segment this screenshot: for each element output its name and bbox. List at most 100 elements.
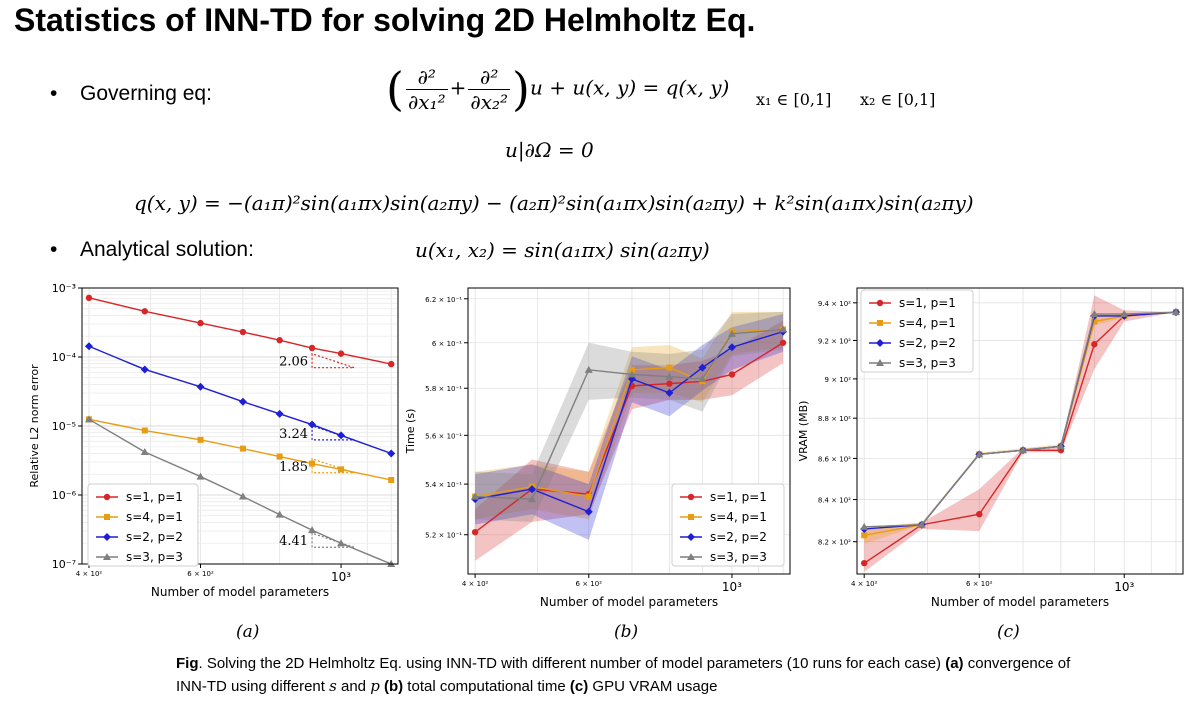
caption-b: (b) — [379, 678, 404, 695]
legend-item: s=4, p=1 — [680, 510, 767, 524]
data-point — [471, 528, 479, 536]
data-point — [917, 520, 926, 528]
x-tick-label: 4 × 10² — [76, 570, 103, 578]
legend-label: s=3, p=3 — [899, 356, 956, 370]
data-point — [860, 522, 869, 530]
y-tick-label: 9.4 × 10² — [818, 300, 851, 308]
data-point — [728, 371, 736, 378]
legend: s=1, p=1 s=4, p=1 s=2, p=2 s=3, p=3 — [860, 289, 974, 373]
boundary-condition: u|∂Ω = 0 — [505, 138, 594, 162]
x1-domain: x₁ ∈ [0,1] — [756, 90, 832, 109]
x-axis-label: Number of model parameters — [931, 595, 1109, 609]
data-point — [140, 365, 149, 374]
legend-marker — [103, 553, 111, 560]
data-point — [239, 445, 246, 452]
y-tick-label: 8.4 × 10² — [818, 497, 851, 505]
subfig-label-c: (c) — [997, 622, 1020, 642]
data-point — [388, 476, 395, 483]
y-axis-label: Time (s) — [404, 409, 417, 455]
legend-item: s=4, p=1 — [869, 316, 956, 330]
x-tick-label: 10³ — [331, 570, 351, 584]
y-axis-label: VRAM (MB) — [797, 401, 810, 462]
data-point — [665, 372, 674, 380]
chart-a-convergence: 2.06 3.24 1.85 4.41 4 × 10² 6 × 10² 10³ 10⁻⁷ 10⁻… — [28, 282, 399, 599]
data-point — [1056, 442, 1065, 450]
legend-item: s=2, p=2 — [680, 530, 767, 544]
legend-item: s=2, p=2 — [869, 336, 956, 350]
legend-marker — [877, 320, 883, 326]
caption-c: (c) — [569, 678, 589, 695]
data-point — [666, 380, 673, 387]
data-point — [627, 370, 636, 378]
data-point — [698, 363, 707, 372]
y-tick-label: 10⁻⁷ — [52, 558, 76, 571]
y-tick-label: 6 × 10⁻¹ — [432, 340, 462, 348]
governing-label: Governing eq: — [80, 82, 212, 105]
caption-a: (a) — [945, 655, 964, 672]
y-tick-label: 5.2 × 10⁻¹ — [425, 532, 462, 540]
data-point — [197, 436, 204, 443]
data-point — [727, 329, 736, 337]
legend-box — [87, 483, 199, 567]
data-point — [861, 532, 868, 539]
legend-item: s=1, p=1 — [680, 490, 767, 504]
grid — [857, 288, 1183, 574]
series-s1p1 — [85, 294, 395, 368]
series-line — [474, 342, 784, 533]
legend-marker — [876, 359, 884, 366]
y-tick-label: 10⁻⁴ — [52, 351, 77, 364]
x-axis-label: Number of model parameters — [540, 595, 718, 609]
data-point — [1171, 308, 1180, 316]
series-line — [474, 330, 784, 513]
data-point — [276, 453, 283, 460]
chart-a-container: 2.06 3.24 1.85 4.41 4 × 10² 6 × 10² 10³ 10⁻⁷ 10⁻… — [0, 278, 400, 623]
data-point — [1090, 310, 1099, 318]
y-tick-label: 8.6 × 10² — [818, 455, 851, 463]
legend-marker — [103, 533, 111, 541]
data-point — [140, 447, 149, 455]
x-tick-label: 6 × 10² — [966, 580, 993, 588]
data-point — [471, 492, 480, 500]
legend: s=1, p=1 s=4, p=1 s=2, p=2 s=3, p=3 — [671, 483, 785, 567]
y-tick-label: 10⁻³ — [52, 282, 76, 295]
slope-label: 3.24 — [279, 427, 308, 442]
data-point — [141, 427, 148, 434]
data-point — [1019, 446, 1028, 454]
data-point — [698, 375, 707, 383]
legend-item: s=1, p=1 — [96, 490, 183, 504]
data-point — [628, 366, 635, 373]
legend-label: s=1, p=1 — [899, 296, 956, 310]
legend-label: s=3, p=3 — [126, 550, 183, 564]
legend-label: s=2, p=2 — [126, 530, 183, 544]
series-s3p3 — [84, 415, 396, 567]
data-point — [84, 415, 93, 423]
plot-frame — [467, 287, 791, 575]
data-point — [584, 507, 593, 516]
data-point — [308, 420, 317, 429]
series-line — [88, 297, 392, 365]
band-s2p2 — [475, 314, 784, 540]
data-point — [238, 397, 247, 406]
x-tick-label: 4 × 10² — [851, 580, 878, 588]
left-paren: ( — [386, 62, 404, 116]
series-line — [474, 328, 784, 498]
data-point — [976, 510, 983, 518]
legend-label: s=2, p=2 — [899, 336, 956, 350]
series-line — [863, 311, 1177, 564]
data-point — [276, 337, 283, 344]
legend-label: s=4, p=1 — [126, 510, 183, 524]
data-point — [239, 328, 247, 336]
x-tick-label: 4 × 10² — [462, 580, 489, 588]
legend-marker — [688, 514, 694, 520]
caption-s: s — [329, 677, 337, 695]
subfig-label-b: (b) — [614, 622, 639, 642]
analytical-solution: u(x₁, x₂) = sin(a₁πx) sin(a₂πy) — [415, 238, 710, 262]
y-tick-label: 10⁻⁵ — [52, 420, 76, 433]
q-definition: q(x, y) = −(a₁π)²sin(a₁πx)sin(a₂πy) − (a… — [134, 191, 974, 215]
slope-label: 1.85 — [279, 460, 308, 475]
x-axis-label: Number of model parameters — [151, 585, 329, 599]
caption-text-1: . Solving the 2D Helmholtz Eq. using INN… — [198, 655, 946, 672]
y-axis-label: Relative L2 norm error — [28, 364, 41, 488]
legend-item: s=1, p=1 — [869, 296, 956, 310]
y-tick-label: 8.8 × 10² — [818, 415, 851, 423]
